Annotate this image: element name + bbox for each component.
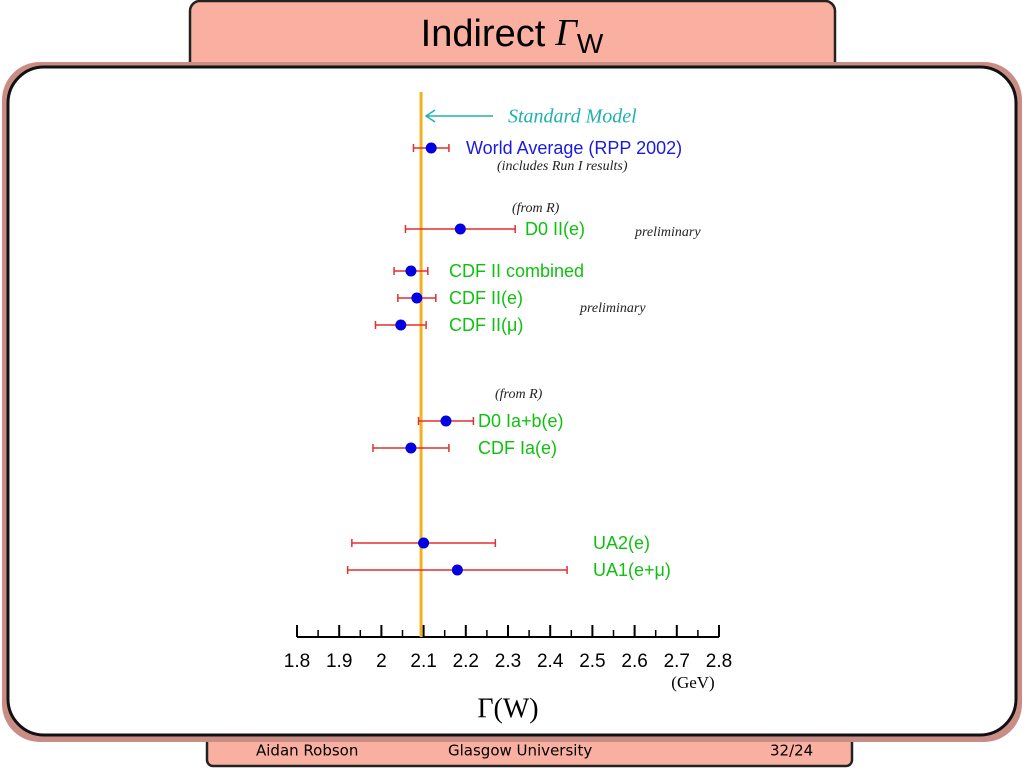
reference-arrow-head: [424, 109, 436, 123]
annotation: (from R): [495, 387, 543, 402]
title-subscript: W: [577, 28, 604, 59]
point: [418, 537, 430, 549]
x-tick-label: 2.7: [664, 651, 690, 672]
x-tick-label: 2: [376, 651, 387, 672]
x-tick-label: 2.2: [453, 651, 479, 672]
point-label: CDF II(e): [449, 288, 523, 308]
annotation: (includes Run I results): [497, 159, 628, 174]
plot: 1.8 1.9 2 2.1 2.2 2.3 2.4 2.5 2.6 2.7 2.8(GeV) Γ(W)…: [284, 92, 732, 724]
footer-institution: Glasgow University: [448, 742, 592, 760]
point-label: UA1(e+μ): [593, 560, 671, 580]
point: [405, 442, 417, 454]
point: [425, 142, 437, 154]
point-label: CDF Ia(e): [478, 438, 557, 458]
x-tick-label: 2.8: [706, 651, 732, 672]
slide-title: Indirect ΓW: [421, 12, 604, 60]
point: [440, 415, 452, 427]
point-label: UA2(e): [593, 533, 650, 553]
title-symbol: Γ: [554, 12, 578, 54]
annotation: (from R): [512, 201, 560, 216]
point-label: D0 II(e): [525, 219, 585, 239]
x-tick-label: 1.8: [284, 651, 310, 672]
annotation: preliminary: [634, 225, 701, 240]
point: [454, 223, 466, 235]
footer-author: Aidan Robson: [256, 742, 358, 760]
panel: [6, 65, 1018, 737]
point-label: World Average (RPP 2002): [466, 138, 682, 158]
x-tick-label: 2.3: [495, 651, 521, 672]
point: [411, 292, 423, 304]
point: [451, 564, 463, 576]
footer-page: 32/24: [770, 742, 813, 760]
x-tick-label: 2.5: [579, 651, 605, 672]
x-tick-label: 2.4: [537, 651, 564, 672]
x-tick-label: 2.6: [621, 651, 647, 672]
title-text: Indirect: [421, 13, 546, 55]
reference-label: Standard Model: [508, 106, 637, 128]
point: [405, 265, 417, 277]
annotation: preliminary: [579, 301, 646, 316]
x-unit: (GeV): [671, 673, 714, 692]
x-tick-label: 1.9: [326, 651, 352, 672]
point: [395, 319, 407, 331]
point-label: CDF II(μ): [449, 315, 523, 335]
point-label: CDF II combined: [449, 261, 584, 281]
point-label: D0 Ia+b(e): [478, 411, 564, 431]
x-axis-label: Γ(W): [477, 693, 538, 724]
x-tick-label: 2.1: [410, 651, 436, 672]
